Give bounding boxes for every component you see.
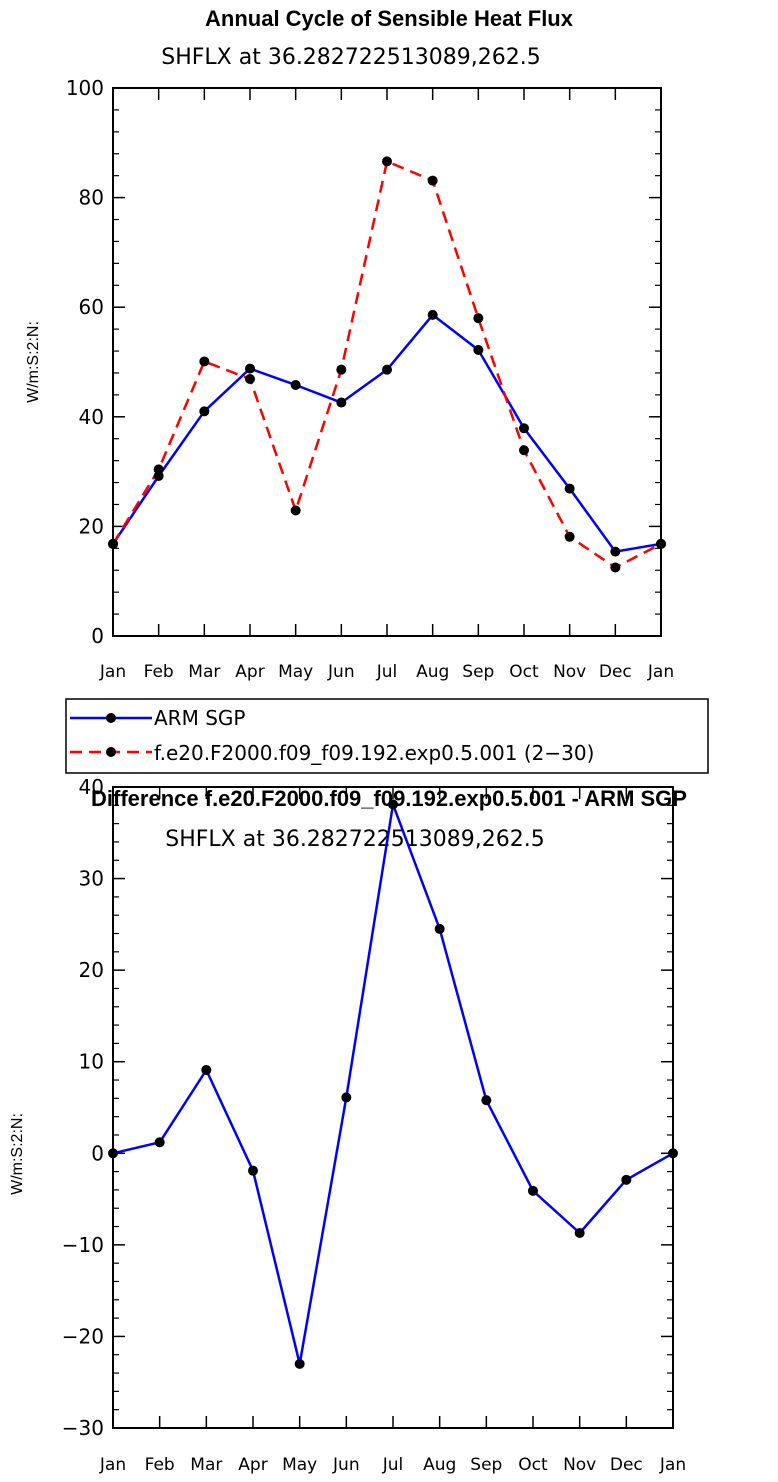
chart1-ytick-label: 100	[66, 76, 104, 100]
chart1-xtick-label: Apr	[235, 662, 264, 682]
chart2-ytick-label: −20	[62, 1324, 104, 1348]
chart2-series-0-point	[434, 923, 445, 934]
chart2-series-0-line	[112, 803, 674, 1366]
chart1-series-0-point	[199, 406, 210, 417]
chart2-xtick-label: Nov	[563, 1455, 596, 1475]
chart2-series-0-point	[248, 1165, 258, 1176]
chart1-xtick-label: Oct	[509, 662, 539, 682]
chart1-xtick-label: Jun	[327, 662, 355, 682]
chart1-series-1-point	[382, 156, 392, 167]
chart1-series-1-point	[108, 538, 118, 549]
chart1-xtick-label: Jan	[647, 662, 674, 682]
chart1-xtick-label: Jul	[376, 662, 398, 682]
chart1-series-1-point	[290, 505, 301, 516]
chart2-xtick-label: May	[282, 1455, 317, 1475]
chart2-series-0-point	[108, 1148, 118, 1159]
chart2-series-0-point	[574, 1227, 585, 1238]
legend-marker-model	[106, 747, 116, 757]
chart2-series-0-point	[668, 1148, 678, 1159]
chart1-subtitle: SHFLX at 36.282722513089,262.5	[161, 45, 541, 70]
chart2-series-0-point	[201, 1064, 212, 1075]
chart2-ytick-label: 0	[91, 1141, 104, 1165]
chart2-series-0-point	[388, 799, 398, 810]
chart1-xtick-label: May	[278, 662, 313, 682]
chart2-series-0-point	[481, 1095, 492, 1106]
chart1-xtick-label: Sep	[462, 662, 494, 682]
chart2-ylabel: W/m:S:2:N:	[9, 1113, 26, 1195]
chart2-xtick-label: Oct	[518, 1455, 548, 1475]
chart1-series-0-point	[245, 363, 255, 374]
legend-label-model: f.e20.F2000.f09_f09.192.exp0.5.001 (2−30…	[154, 741, 594, 765]
chart2-ytick-label: 10	[79, 1050, 104, 1074]
chart2-xtick-label: Jul	[382, 1455, 404, 1475]
chart2-ytick-label: −30	[62, 1416, 104, 1440]
chart1-ytick-label: 20	[79, 514, 104, 538]
chart2-plot-area	[108, 799, 678, 1369]
chart1-ytick-label: 40	[79, 405, 104, 429]
chart1-series-1-point	[656, 538, 666, 549]
chart2-series-0-point	[528, 1185, 538, 1196]
legend: ARM SGP f.e20.F2000.f09_f09.192.exp0.5.0…	[65, 698, 709, 774]
chart2-ytick-label: −10	[62, 1233, 104, 1257]
chart1-series-0-point	[564, 483, 575, 494]
chart1-xtick-label: Jan	[99, 662, 126, 682]
legend-marker-arm-sgp	[106, 713, 116, 723]
chart1-series-0-point	[336, 397, 347, 408]
chart2-subtitle: SHFLX at 36.282722513089,262.5	[165, 827, 545, 852]
chart2-xtick-label: Jan	[99, 1455, 126, 1475]
chart1-ytick-label: 0	[91, 624, 104, 648]
chart1-series-0-point	[427, 309, 438, 320]
chart1-xtick-label: Feb	[144, 662, 174, 682]
chart1-series-1-point	[519, 445, 529, 456]
chart1-series-1-point	[610, 562, 621, 573]
chart1-series-0-point	[519, 423, 529, 434]
chart1-series-1-point	[199, 356, 210, 367]
chart2-xtick-label: Jan	[659, 1455, 686, 1475]
chart1-series-1-point	[564, 531, 575, 542]
legend-box	[65, 698, 709, 774]
chart1-series-1-point	[245, 373, 255, 384]
chart2-series-0-point	[154, 1137, 165, 1148]
chart1-series-0-line	[111, 313, 662, 553]
chart2-xtick-label: Dec	[610, 1455, 643, 1475]
chart2-series-0-point	[294, 1358, 305, 1369]
chart2-xtick-label: Apr	[238, 1455, 267, 1475]
chart1-series-1-line	[111, 160, 662, 569]
chart2-ytick-label: 30	[79, 867, 104, 891]
chart2-axes	[112, 786, 674, 1429]
chart1-series-1-point	[473, 313, 484, 324]
chart2-tick-labels: −30 −20 −10 0 10 20 30 40 Jan Feb Mar Apr May Jun Jul A…	[62, 775, 686, 1475]
chart1-series-0-point	[290, 380, 301, 391]
chart1-tick-labels: 0 20 40 60 80 100 Jan Feb Mar Apr May Jun Jul Aug Sep O…	[66, 76, 674, 682]
chart2-frame	[112, 786, 674, 1429]
chart2-xtick-label: Feb	[145, 1455, 175, 1475]
chart1-frame	[112, 87, 662, 637]
chart1-xtick-label: Aug	[416, 662, 449, 682]
chart1-series-1-point	[427, 175, 438, 186]
chart2-ytick-label: 40	[79, 775, 104, 799]
chart1-plot-area	[108, 156, 666, 573]
chart1-series-1-point	[336, 364, 347, 375]
chart1-xtick-label: Mar	[188, 662, 220, 682]
chart1-series-0-point	[382, 364, 392, 375]
legend-label-arm-sgp: ARM SGP	[154, 706, 245, 730]
chart2-series-0-point	[341, 1092, 352, 1103]
chart2-series-0-point	[621, 1174, 632, 1185]
chart2-xtick-label: Sep	[470, 1455, 502, 1475]
chart1-axes	[112, 87, 662, 637]
chart1-ylabel: W/m:S:2:N:	[25, 321, 42, 403]
chart1-ytick-label: 80	[79, 186, 104, 210]
chart2-xtick-label: Jun	[332, 1455, 360, 1475]
chart1-xtick-label: Dec	[599, 662, 632, 682]
chart1-ytick-label: 60	[79, 295, 104, 319]
chart2-ytick-label: 20	[79, 958, 104, 982]
chart1-series-0-point	[610, 546, 621, 557]
chart1-title: Annual Cycle of Sensible Heat Flux	[205, 6, 574, 31]
chart1-xtick-label: Nov	[553, 662, 586, 682]
chart1-series-0-point	[473, 344, 484, 355]
chart1-series-1-point	[153, 464, 164, 475]
chart2-xtick-label: Aug	[423, 1455, 456, 1475]
chart2-xtick-label: Mar	[190, 1455, 222, 1475]
